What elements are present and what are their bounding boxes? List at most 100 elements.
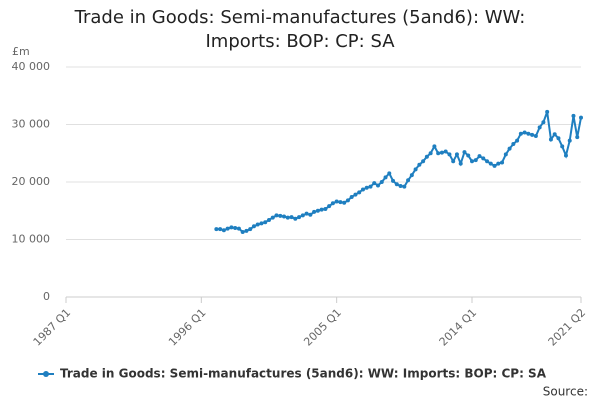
data-point xyxy=(315,208,320,213)
data-point xyxy=(293,216,298,221)
data-point xyxy=(458,161,463,166)
source: Source: xyxy=(543,385,588,399)
data-point xyxy=(394,182,399,187)
data-point xyxy=(545,109,550,114)
data-point xyxy=(323,207,328,212)
data-point xyxy=(372,181,377,186)
data-point xyxy=(282,214,287,219)
data-point xyxy=(233,226,238,230)
data-point xyxy=(360,187,365,192)
data-point xyxy=(466,153,471,158)
data-point xyxy=(278,213,283,218)
data-point xyxy=(436,151,441,156)
x-tick-label: 1996 Q1 xyxy=(166,306,209,349)
data-point xyxy=(552,132,557,137)
data-point xyxy=(304,211,309,216)
data-point xyxy=(349,194,354,199)
y-axis-label: £m xyxy=(12,45,30,58)
data-point xyxy=(530,132,535,137)
data-point xyxy=(240,230,245,235)
data-point xyxy=(221,228,226,233)
data-point xyxy=(345,198,350,203)
data-point xyxy=(563,153,568,158)
y-tick-label: 20 000 xyxy=(12,175,51,188)
data-point xyxy=(357,190,362,195)
data-point xyxy=(263,220,268,225)
data-point xyxy=(500,160,505,165)
data-point xyxy=(289,215,294,220)
data-point xyxy=(503,152,508,157)
data-point xyxy=(556,136,561,141)
data-point xyxy=(485,159,490,164)
data-point xyxy=(439,150,444,155)
data-point xyxy=(511,142,516,147)
data-point xyxy=(364,185,369,190)
data-point xyxy=(417,162,422,167)
data-point xyxy=(522,130,527,135)
data-point xyxy=(285,215,290,220)
data-point xyxy=(259,221,264,226)
data-point xyxy=(462,150,467,155)
x-tick-label: 2021 Q2 xyxy=(546,306,589,349)
data-point xyxy=(492,163,497,168)
data-point xyxy=(266,217,271,222)
data-point xyxy=(300,213,305,218)
data-point xyxy=(541,120,546,125)
data-point xyxy=(218,227,223,232)
x-tick-label: 1987 Q1 xyxy=(31,306,74,349)
legend-marker xyxy=(43,371,49,377)
data-point xyxy=(424,154,429,159)
data-point xyxy=(443,149,448,154)
data-point xyxy=(496,161,501,166)
data-point xyxy=(244,228,249,233)
data-point xyxy=(518,131,523,136)
data-point xyxy=(560,144,565,149)
data-point xyxy=(387,171,392,176)
data-point xyxy=(537,125,542,130)
data-point xyxy=(432,144,437,149)
data-point xyxy=(428,151,433,156)
y-tick-label: 0 xyxy=(43,290,50,303)
data-point xyxy=(274,213,279,218)
data-point xyxy=(376,183,381,188)
data-point xyxy=(579,115,583,120)
data-point xyxy=(312,209,317,214)
data-point xyxy=(383,175,388,180)
data-point xyxy=(567,138,572,143)
data-point xyxy=(270,215,275,220)
x-tick-label: 2005 Q1 xyxy=(301,306,344,349)
data-point xyxy=(469,159,474,164)
data-point xyxy=(398,184,403,189)
data-point xyxy=(330,201,335,206)
data-point xyxy=(575,135,580,140)
data-point xyxy=(421,159,426,164)
data-point xyxy=(342,200,347,205)
data-point xyxy=(391,178,396,183)
data-point xyxy=(515,138,520,143)
data-point xyxy=(236,226,241,231)
data-point xyxy=(334,199,339,204)
data-point xyxy=(571,113,576,118)
data-point xyxy=(473,158,478,163)
data-point xyxy=(454,152,459,157)
y-tick-label: 10 000 xyxy=(12,233,51,246)
x-tick-label: 2014 Q1 xyxy=(437,306,480,349)
chart-title: Trade in Goods: Semi-manufactures (5and6… xyxy=(74,7,526,52)
data-point xyxy=(225,226,230,231)
data-point xyxy=(353,192,358,197)
data-point xyxy=(248,227,253,232)
data-point xyxy=(319,207,324,212)
data-point xyxy=(229,225,234,230)
data-point xyxy=(451,159,456,164)
data-point xyxy=(409,173,414,178)
data-point xyxy=(548,137,553,142)
data-point xyxy=(308,212,313,217)
data-point xyxy=(214,227,219,232)
data-point xyxy=(481,156,486,161)
data-point xyxy=(327,204,332,209)
data-point xyxy=(402,184,407,189)
data-point xyxy=(297,215,302,220)
data-point xyxy=(338,200,343,205)
